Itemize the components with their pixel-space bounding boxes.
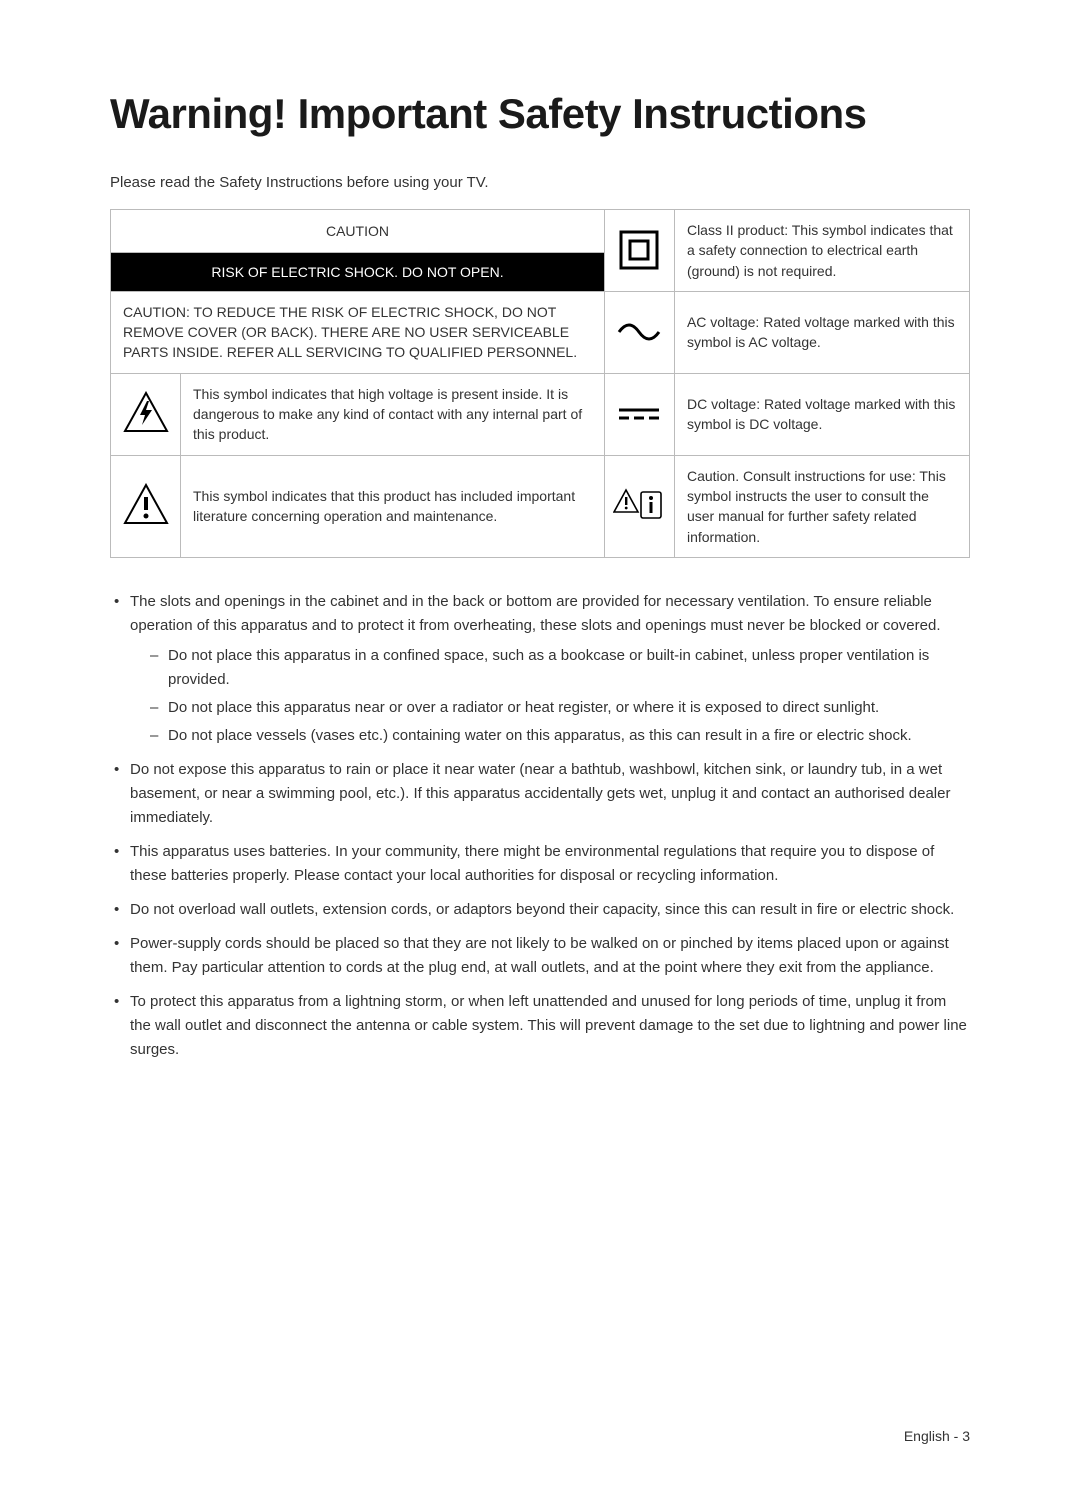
risk-bar: RISK OF ELECTRIC SHOCK. DO NOT OPEN. <box>111 253 605 292</box>
high-voltage-text: This symbol indicates that high voltage … <box>181 373 605 455</box>
safety-symbols-table: CAUTION Class II product: This symbol in… <box>110 209 970 558</box>
ac-voltage-text: AC voltage: Rated voltage marked with th… <box>674 291 969 373</box>
high-voltage-icon <box>111 373 181 455</box>
list-item: The slots and openings in the cabinet an… <box>110 590 970 748</box>
bullet-text: The slots and openings in the cabinet an… <box>130 593 940 634</box>
list-item: Do not expose this apparatus to rain or … <box>110 758 970 830</box>
list-item: Power-supply cords should be placed so t… <box>110 932 970 980</box>
list-item: To protect this apparatus from a lightni… <box>110 990 970 1062</box>
dc-voltage-text: DC voltage: Rated voltage marked with th… <box>674 373 969 455</box>
consult-manual-text: Caution. Consult instructions for use: T… <box>674 455 969 557</box>
caution-warning-text: CAUTION: TO REDUCE THE RISK OF ELECTRIC … <box>111 291 605 373</box>
dc-voltage-icon <box>604 373 674 455</box>
caution-header: CAUTION <box>111 210 605 253</box>
consult-manual-icon <box>604 455 674 557</box>
intro-text: Please read the Safety Instructions befo… <box>110 174 970 191</box>
literature-text: This symbol indicates that this product … <box>181 455 605 557</box>
sub-list-item: Do not place this apparatus near or over… <box>150 696 970 720</box>
sub-list-item: Do not place this apparatus in a confine… <box>150 644 970 692</box>
list-item: This apparatus uses batteries. In your c… <box>110 840 970 888</box>
page-title: Warning! Important Safety Instructions <box>110 90 970 138</box>
class2-icon <box>604 210 674 292</box>
sub-list: Do not place this apparatus in a confine… <box>130 644 970 748</box>
page-footer: English - 3 <box>904 1428 970 1444</box>
list-item: Do not overload wall outlets, extension … <box>110 898 970 922</box>
class2-text: Class II product: This symbol indicates … <box>674 210 969 292</box>
sub-list-item: Do not place vessels (vases etc.) contai… <box>150 724 970 748</box>
ac-voltage-icon <box>604 291 674 373</box>
safety-bullet-list: The slots and openings in the cabinet an… <box>110 590 970 1062</box>
literature-icon <box>111 455 181 557</box>
